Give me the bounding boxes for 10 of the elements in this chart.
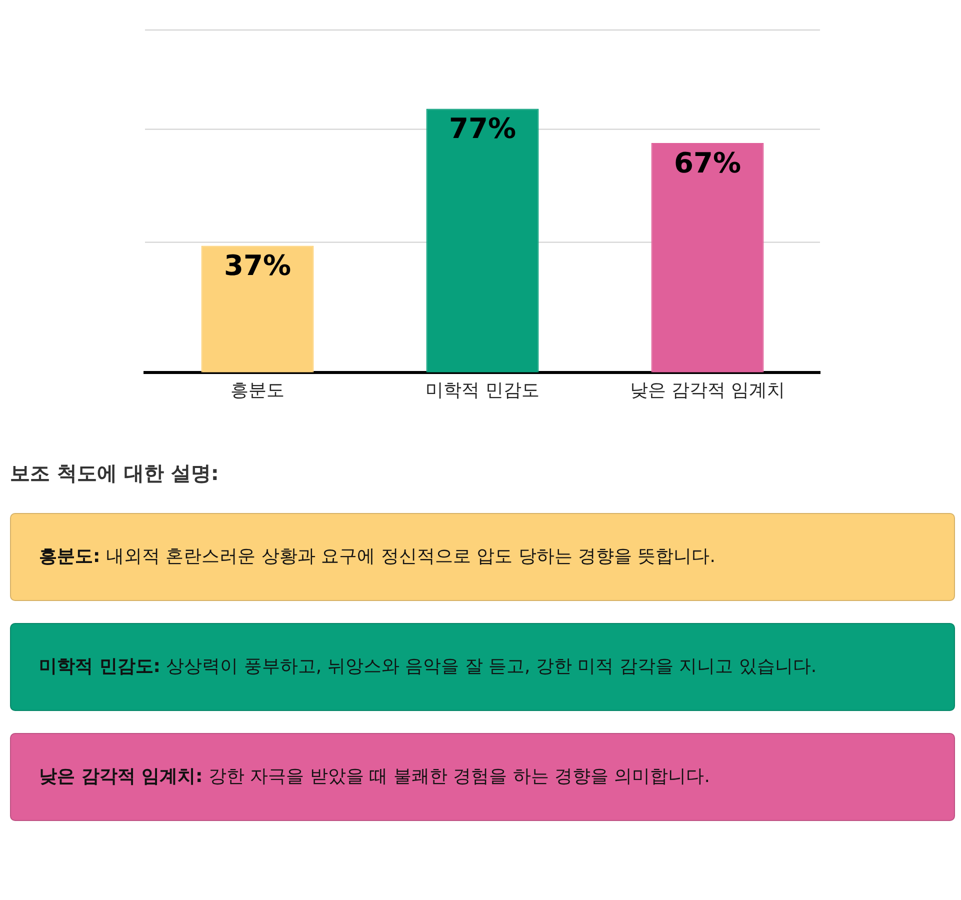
x-tick-label: 낮은 감각적 임계치 xyxy=(630,380,786,401)
data-label: 67% xyxy=(674,146,742,180)
text: 미학적 민감도: 상상력이 풍부하고, 뉘앙스와 음악을 잘 듣고, 강한 미적 감각을 지니고 있습니다. xyxy=(10,623,955,711)
text: 낮은 감각적 임계치: 강한 자극을 받았을 때 불쾌한 경험을 하는 경향을 의미합니다. xyxy=(10,733,955,821)
text: 흥분도: 내외적 혼란스러운 상황과 요구에 정신적으로 압도 당하는 경향을 뜻합니다. xyxy=(10,513,955,601)
x-tick-label: 미학적 민감도 xyxy=(426,380,540,401)
x-tick-label: 흥분도 xyxy=(230,380,284,401)
text: 보조 척도에 대한 설명: xyxy=(10,460,220,487)
data-label: 37% xyxy=(224,248,292,282)
data-label: 77% xyxy=(448,112,516,146)
